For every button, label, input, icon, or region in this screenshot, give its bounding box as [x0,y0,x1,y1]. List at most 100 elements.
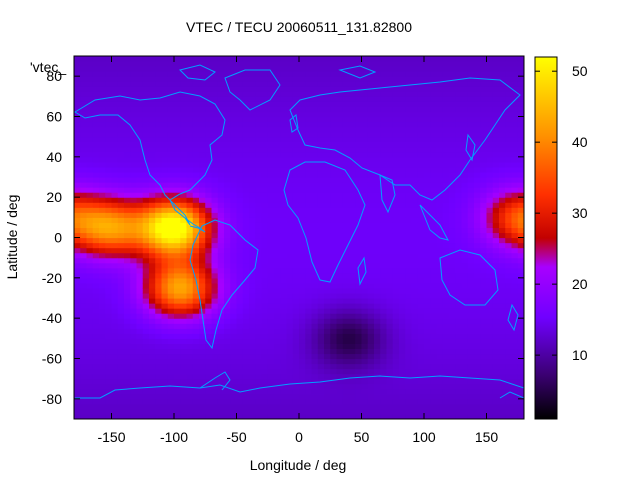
heatmap-cell [211,126,219,133]
heatmap-cell [467,111,475,118]
heatmap-cell [292,303,300,309]
heatmap-cell [217,388,225,395]
heatmap-cell [142,156,150,163]
heatmap-cell [267,86,275,92]
heatmap-cell [486,348,494,355]
heatmap-cell [155,192,163,198]
heatmap-cell [186,262,194,269]
heatmap-cell [242,177,250,183]
heatmap-cell [217,292,225,299]
heatmap-cell [311,242,319,249]
heatmap-cell [211,308,219,314]
heatmap-cell [480,373,488,380]
heatmap-cell [467,66,475,72]
heatmap-cell [192,262,200,269]
heatmap-cell [355,106,363,113]
heatmap-cell [305,282,313,289]
heatmap-cell [361,187,369,193]
heatmap-cell [474,403,481,410]
heatmap-cell [336,61,344,67]
heatmap-cell [186,287,194,294]
heatmap-cell [411,292,419,299]
heatmap-cell [461,106,469,113]
heatmap-cell [124,192,131,198]
heatmap-cell [474,348,481,355]
heatmap-cell [342,242,350,249]
heatmap-cell [461,272,469,279]
heatmap-cell [411,61,419,67]
heatmap-cell [105,413,113,419]
heatmap-cell [186,166,194,173]
heatmap-cell [311,383,319,390]
heatmap-cell [349,282,356,289]
heatmap-cell [336,313,344,319]
heatmap-cell [436,408,444,415]
heatmap-cell [361,413,369,419]
heatmap-cell [205,207,213,213]
heatmap-cell [236,408,244,415]
heatmap-cell [80,202,88,208]
heatmap-cell [186,106,194,113]
heatmap-cell [474,318,481,324]
heatmap-cell [317,363,325,370]
heatmap-cell [399,111,406,118]
heatmap-cell [99,398,106,405]
heatmap-cell [105,323,113,329]
heatmap-cell [192,151,200,158]
heatmap-cell [405,141,413,148]
heatmap-cell [367,323,375,329]
heatmap-cell [311,287,319,294]
heatmap-cell [492,202,500,208]
heatmap-cell [180,86,188,92]
heatmap-cell [111,171,119,178]
heatmap-cell [467,192,475,198]
heatmap-cell [92,227,100,234]
heatmap-cell [492,161,500,168]
heatmap-cell [199,272,206,279]
heatmap-cell [411,222,419,229]
heatmap-cell [161,353,169,360]
heatmap-cell [149,91,156,97]
heatmap-cell [249,131,256,138]
heatmap-cell [449,277,456,284]
heatmap-cell [124,91,131,97]
heatmap-cell [286,368,294,375]
heatmap-cell [142,313,150,319]
heatmap-cell [167,141,175,148]
heatmap-cell [386,106,394,113]
heatmap-cell [342,413,350,419]
heatmap-cell [92,237,100,244]
heatmap-cell [430,247,438,254]
heatmap-cell [86,76,94,82]
heatmap-cell [136,403,144,410]
heatmap-cell [149,131,156,138]
heatmap-cell [92,96,100,102]
heatmap-cell [142,71,150,77]
heatmap-cell [167,151,175,158]
heatmap-cell [499,272,506,279]
heatmap-cell [236,227,244,234]
heatmap-cell [317,328,325,334]
heatmap-cell [155,388,163,395]
heatmap-cell [174,197,181,203]
heatmap-cell [461,121,469,128]
heatmap-cell [249,378,256,385]
heatmap-cell [167,106,175,113]
heatmap-cell [174,338,181,344]
heatmap-cell [136,61,144,67]
heatmap-cell [186,408,194,415]
heatmap-cell [424,313,431,319]
heatmap-cell [361,101,369,108]
heatmap-cell [286,222,294,229]
heatmap-cell [180,328,188,334]
heatmap-cell [311,182,319,188]
heatmap-cell [74,403,81,410]
heatmap-cell [255,237,263,244]
heatmap-cell [361,91,369,97]
heatmap-cell [117,383,125,390]
heatmap-cell [92,131,100,138]
heatmap-cell [430,252,438,259]
heatmap-cell [292,171,300,178]
heatmap-cell [161,182,169,188]
heatmap-cell [455,272,463,279]
